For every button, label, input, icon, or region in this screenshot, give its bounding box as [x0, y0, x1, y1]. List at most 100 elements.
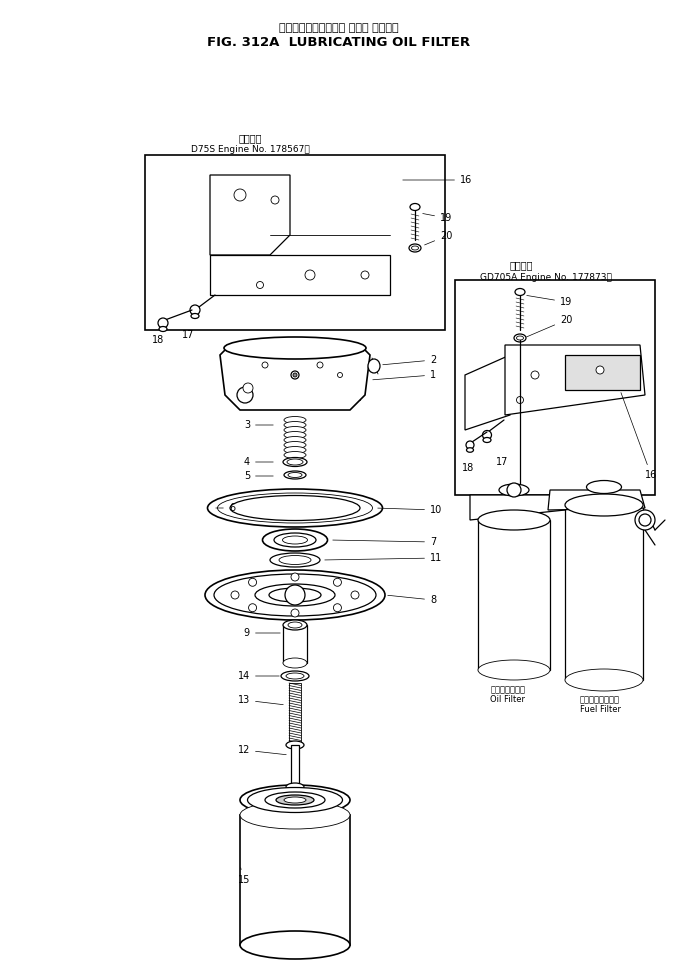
Ellipse shape — [587, 480, 621, 494]
Ellipse shape — [565, 494, 643, 516]
Ellipse shape — [248, 788, 342, 812]
Circle shape — [531, 371, 539, 379]
Text: 4: 4 — [244, 457, 273, 467]
Text: ルーブリケーティング オイル フィルタ: ルーブリケーティング オイル フィルタ — [279, 23, 399, 33]
Ellipse shape — [230, 496, 360, 520]
Text: D75S Engine No. 178567～: D75S Engine No. 178567～ — [191, 144, 310, 154]
Ellipse shape — [288, 622, 302, 628]
Circle shape — [596, 366, 604, 374]
Ellipse shape — [283, 620, 307, 630]
Bar — [478, 520, 550, 670]
Text: 10: 10 — [378, 505, 442, 515]
Ellipse shape — [478, 660, 550, 680]
Ellipse shape — [284, 797, 306, 803]
Bar — [289, 683, 301, 743]
Text: Fuel Filter: Fuel Filter — [579, 705, 621, 715]
Ellipse shape — [411, 246, 418, 250]
Circle shape — [517, 396, 524, 403]
Circle shape — [639, 514, 651, 526]
Polygon shape — [470, 495, 565, 520]
Text: 17: 17 — [182, 330, 194, 340]
Bar — [283, 625, 307, 663]
Circle shape — [293, 373, 297, 377]
Ellipse shape — [635, 510, 655, 530]
Circle shape — [237, 387, 253, 403]
Text: 20: 20 — [526, 315, 572, 337]
Polygon shape — [210, 175, 290, 255]
Ellipse shape — [287, 459, 303, 465]
Ellipse shape — [240, 931, 350, 959]
Ellipse shape — [159, 326, 167, 331]
Ellipse shape — [284, 422, 306, 429]
Ellipse shape — [282, 536, 308, 544]
Circle shape — [361, 271, 369, 279]
Circle shape — [291, 573, 299, 581]
Circle shape — [190, 305, 200, 315]
Circle shape — [262, 362, 268, 368]
Circle shape — [271, 196, 279, 204]
Ellipse shape — [284, 441, 306, 448]
Ellipse shape — [283, 458, 307, 467]
Text: 適用号機: 適用号機 — [510, 260, 534, 270]
Ellipse shape — [565, 669, 643, 691]
Text: 6: 6 — [216, 503, 235, 513]
Text: オイルフィルタ: オイルフィルタ — [490, 686, 526, 694]
Ellipse shape — [286, 783, 304, 791]
Ellipse shape — [240, 801, 350, 829]
Ellipse shape — [284, 446, 306, 454]
Ellipse shape — [284, 436, 306, 443]
Ellipse shape — [515, 288, 525, 295]
Text: 11: 11 — [325, 553, 442, 563]
Text: 1: 1 — [373, 370, 436, 380]
Circle shape — [249, 604, 257, 612]
Text: 2: 2 — [383, 355, 436, 365]
Bar — [455, 280, 655, 495]
Text: 12: 12 — [238, 745, 287, 755]
Ellipse shape — [263, 529, 327, 551]
Circle shape — [466, 441, 474, 449]
Ellipse shape — [284, 471, 306, 479]
Polygon shape — [220, 345, 370, 410]
Ellipse shape — [499, 484, 529, 496]
Ellipse shape — [286, 673, 304, 679]
Text: 19: 19 — [423, 213, 452, 223]
Ellipse shape — [517, 336, 524, 340]
Ellipse shape — [283, 658, 307, 668]
Ellipse shape — [281, 671, 309, 681]
Circle shape — [249, 579, 257, 586]
Ellipse shape — [269, 588, 321, 602]
Ellipse shape — [217, 493, 373, 523]
Ellipse shape — [284, 452, 306, 459]
Circle shape — [243, 383, 253, 393]
Circle shape — [351, 591, 359, 599]
Text: 適用号機: 適用号機 — [238, 133, 261, 143]
Text: フュエルフィルタ: フュエルフィルタ — [580, 695, 620, 704]
Text: 14: 14 — [238, 671, 279, 681]
Ellipse shape — [265, 792, 325, 808]
Text: 16: 16 — [621, 393, 657, 480]
Text: GD705A Engine No. 177873～: GD705A Engine No. 177873～ — [480, 273, 612, 281]
Polygon shape — [565, 355, 640, 390]
Polygon shape — [548, 490, 645, 510]
Ellipse shape — [284, 431, 306, 438]
Ellipse shape — [279, 555, 311, 565]
Ellipse shape — [224, 337, 366, 359]
Ellipse shape — [514, 334, 526, 342]
Bar — [291, 745, 299, 787]
Text: 8: 8 — [388, 595, 436, 605]
Ellipse shape — [205, 570, 385, 620]
Text: 20: 20 — [424, 231, 452, 244]
Polygon shape — [505, 345, 645, 415]
Ellipse shape — [368, 359, 380, 373]
Text: 19: 19 — [527, 295, 572, 307]
Circle shape — [333, 579, 342, 586]
Ellipse shape — [466, 448, 473, 452]
Text: 9: 9 — [244, 628, 280, 638]
Ellipse shape — [276, 795, 314, 805]
Text: 18: 18 — [152, 335, 164, 345]
Polygon shape — [210, 255, 390, 295]
Ellipse shape — [483, 437, 491, 442]
Ellipse shape — [255, 584, 335, 606]
Text: 15: 15 — [238, 868, 250, 885]
Circle shape — [257, 281, 263, 288]
